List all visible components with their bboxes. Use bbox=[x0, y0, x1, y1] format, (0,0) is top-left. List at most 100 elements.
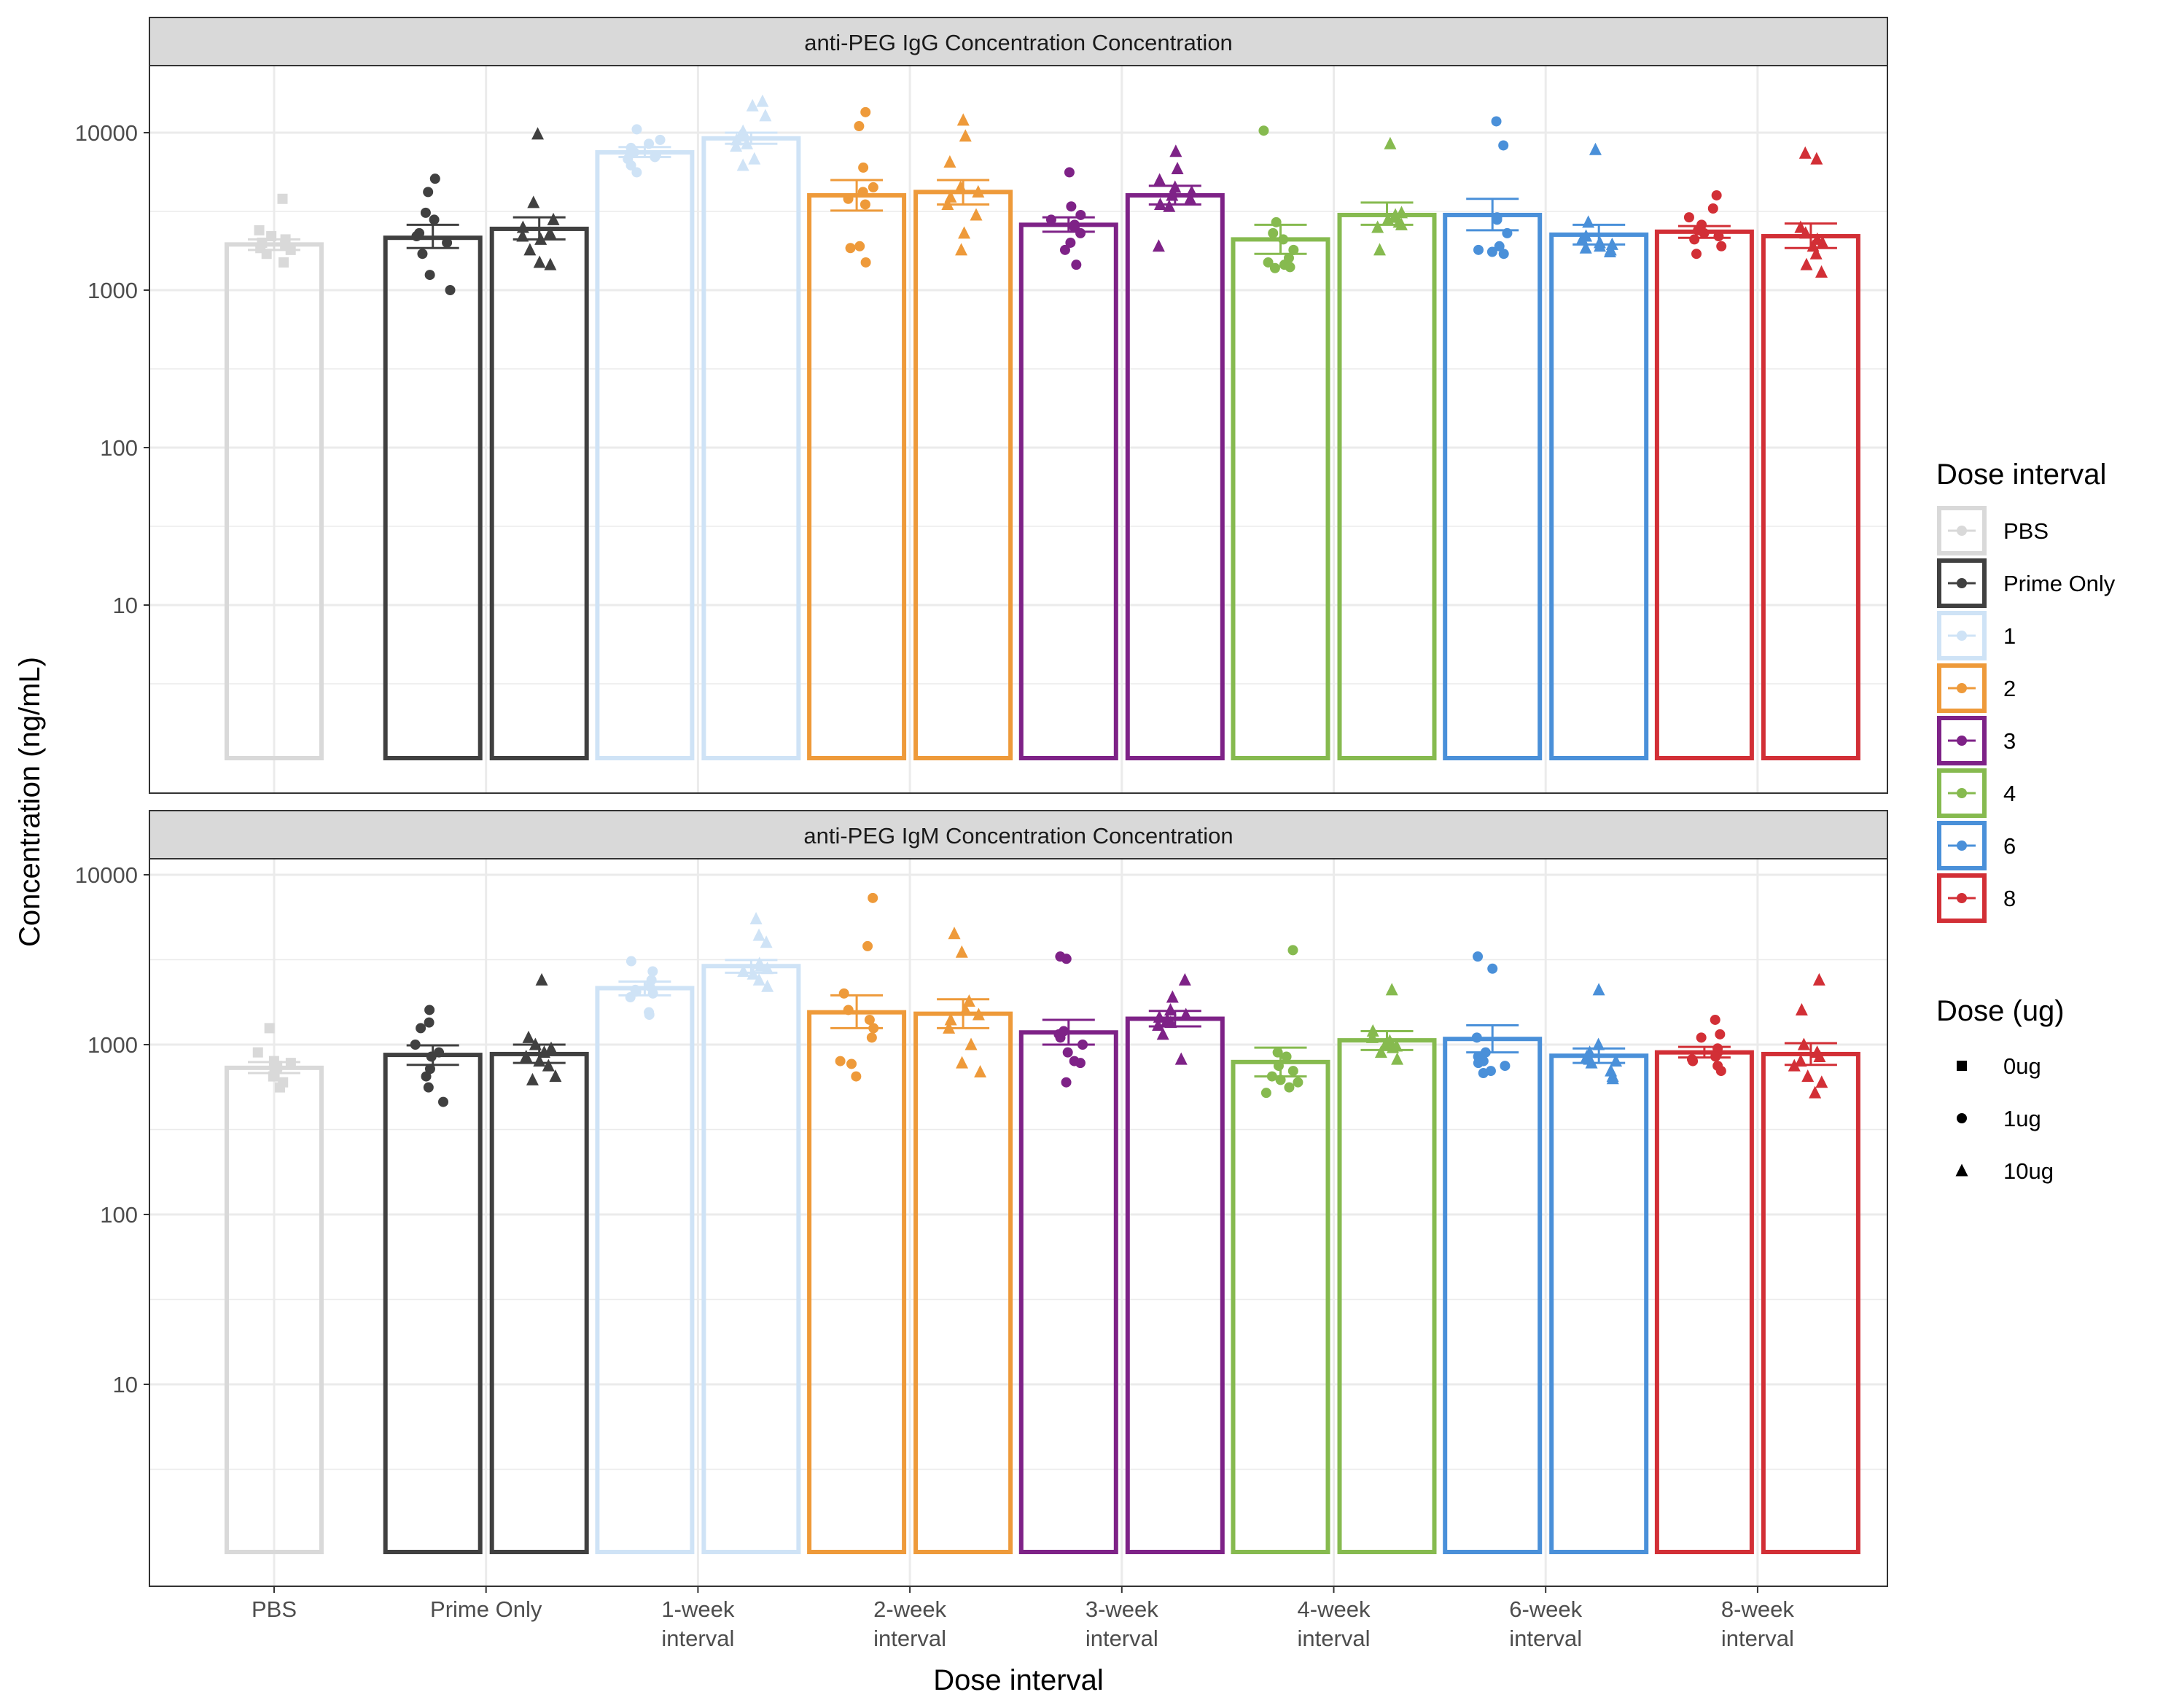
data-point bbox=[1268, 227, 1279, 238]
data-point bbox=[858, 162, 869, 173]
data-point bbox=[266, 231, 277, 242]
data-point bbox=[843, 193, 854, 204]
data-point bbox=[1715, 1066, 1726, 1077]
data-point bbox=[1163, 199, 1176, 212]
data-point bbox=[1045, 214, 1056, 225]
plot-frame-igg bbox=[149, 65, 1888, 794]
data-point bbox=[1473, 1058, 1484, 1069]
data-point bbox=[1691, 249, 1702, 260]
bar-group bbox=[913, 113, 1013, 760]
legend-key-point bbox=[1957, 631, 1967, 641]
data-point bbox=[943, 1021, 956, 1034]
data-point bbox=[843, 1005, 854, 1015]
data-point bbox=[761, 979, 774, 992]
data-point bbox=[1575, 232, 1589, 245]
data-point bbox=[424, 1017, 434, 1028]
data-point bbox=[1371, 220, 1384, 233]
bar-group bbox=[489, 972, 589, 1554]
data-point bbox=[1153, 1010, 1166, 1023]
data-point bbox=[1272, 1047, 1283, 1058]
legend-key-point bbox=[1957, 683, 1967, 693]
data-point bbox=[1381, 212, 1395, 225]
data-point bbox=[868, 1023, 879, 1034]
legend-label: 1 bbox=[2003, 623, 2016, 649]
data-point bbox=[1711, 190, 1722, 200]
x-tick-label: 4-week bbox=[1298, 1596, 1371, 1622]
data-point bbox=[1582, 215, 1595, 228]
data-point bbox=[1594, 239, 1607, 252]
data-point bbox=[544, 257, 557, 270]
legend-shape-key bbox=[1957, 1061, 1967, 1071]
data-point bbox=[285, 1058, 296, 1069]
data-point bbox=[1715, 1029, 1726, 1040]
data-point bbox=[1059, 244, 1070, 255]
data-point bbox=[943, 155, 956, 168]
data-point bbox=[1688, 1056, 1699, 1066]
y-ticks-igm: 10 100 1000 10000 bbox=[75, 862, 149, 1397]
legend-label: 2 bbox=[2003, 676, 2016, 701]
data-point bbox=[516, 229, 529, 242]
data-point bbox=[1500, 1061, 1511, 1072]
bar-group bbox=[701, 94, 801, 760]
data-point bbox=[868, 892, 878, 903]
data-point bbox=[956, 113, 970, 126]
data-point bbox=[1065, 237, 1076, 248]
bar-group bbox=[1231, 945, 1330, 1554]
legend-shape-key bbox=[1957, 1113, 1967, 1123]
bar-group bbox=[1443, 116, 1543, 760]
data-point bbox=[1800, 257, 1813, 270]
data-point bbox=[1707, 203, 1718, 214]
bar-group bbox=[1549, 983, 1649, 1554]
data-point bbox=[1683, 212, 1694, 223]
bar-group bbox=[225, 1023, 324, 1555]
data-point bbox=[1180, 1007, 1193, 1021]
data-point bbox=[1374, 1045, 1387, 1058]
data-point bbox=[860, 106, 871, 117]
bars-igg bbox=[225, 94, 1860, 761]
data-point bbox=[420, 207, 431, 218]
bar-group bbox=[701, 911, 801, 1554]
data-point bbox=[941, 197, 954, 210]
data-point bbox=[625, 992, 636, 1003]
data-point bbox=[1269, 262, 1280, 273]
legend-dose-title: Dose (ug) bbox=[1936, 995, 2065, 1027]
data-point bbox=[955, 243, 968, 256]
data-point bbox=[1592, 1037, 1605, 1050]
data-point bbox=[268, 1071, 278, 1082]
y-tick-label: 10 bbox=[113, 593, 138, 618]
legend-label: 6 bbox=[2003, 833, 2016, 859]
strip-igm bbox=[149, 810, 1888, 859]
data-point bbox=[429, 214, 440, 225]
data-point bbox=[1278, 234, 1289, 245]
data-point bbox=[1185, 184, 1199, 198]
x-tick-label: interval bbox=[1086, 1626, 1158, 1651]
data-point bbox=[1169, 144, 1182, 157]
data-point bbox=[752, 928, 765, 941]
data-point bbox=[1603, 245, 1616, 258]
data-point bbox=[1064, 167, 1075, 178]
data-point bbox=[1794, 220, 1807, 233]
data-point bbox=[1395, 217, 1408, 230]
legend-label: PBS bbox=[2003, 518, 2049, 544]
data-point bbox=[254, 225, 265, 235]
data-point bbox=[1799, 226, 1812, 239]
data-point bbox=[730, 133, 744, 146]
data-point bbox=[747, 967, 760, 980]
data-point bbox=[417, 249, 428, 260]
panel-title-igg: anti-PEG IgG Concentration Concentration bbox=[804, 30, 1233, 55]
data-point bbox=[1184, 192, 1197, 205]
data-point bbox=[1795, 1002, 1808, 1015]
data-point bbox=[741, 136, 754, 149]
data-point bbox=[838, 988, 849, 999]
plot-background bbox=[149, 859, 1887, 1586]
plot-frame-igm bbox=[149, 858, 1888, 1587]
data-point bbox=[860, 257, 871, 268]
legend-dose-interval-title: Dose interval bbox=[1936, 459, 2106, 491]
y-tick-label: 10 bbox=[113, 1372, 138, 1397]
data-point bbox=[424, 1005, 435, 1015]
data-point bbox=[761, 962, 774, 975]
legend-item: 1 bbox=[1937, 611, 2016, 660]
bar-group bbox=[595, 124, 695, 761]
data-point bbox=[1379, 1037, 1392, 1050]
